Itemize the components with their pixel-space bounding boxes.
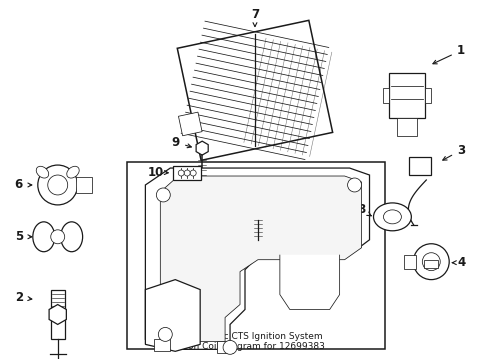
Bar (388, 73, 425, 118)
Text: 2017 Cadillac CTS Ignition System
Ignition Coil Diagram for 12699383: 2017 Cadillac CTS Ignition System Igniti… (164, 332, 324, 351)
Circle shape (190, 170, 196, 176)
Text: 2: 2 (15, 291, 23, 304)
Ellipse shape (383, 210, 401, 224)
Circle shape (156, 188, 170, 202)
Ellipse shape (36, 166, 49, 178)
Text: 4: 4 (456, 256, 465, 269)
Bar (154, 339, 170, 351)
Circle shape (347, 178, 361, 192)
Polygon shape (178, 112, 202, 136)
Text: 1: 1 (456, 44, 464, 57)
Polygon shape (279, 255, 339, 310)
Bar (76, 177, 91, 193)
Bar (127, 162, 385, 349)
Circle shape (223, 340, 237, 354)
Bar (397, 118, 416, 136)
Bar (173, 166, 201, 180)
Bar (425, 88, 430, 103)
Text: 8: 8 (357, 203, 365, 216)
Text: 5: 5 (15, 230, 23, 243)
Text: 10: 10 (147, 166, 163, 179)
Bar (51, 289, 64, 339)
Circle shape (51, 230, 64, 244)
Text: 9: 9 (171, 136, 179, 149)
Polygon shape (196, 141, 208, 155)
Polygon shape (145, 280, 200, 351)
Bar (408, 157, 430, 175)
Circle shape (178, 170, 184, 176)
Polygon shape (145, 168, 369, 349)
Circle shape (422, 253, 439, 271)
Circle shape (48, 175, 67, 195)
Polygon shape (177, 21, 332, 160)
Circle shape (412, 244, 448, 280)
Polygon shape (49, 305, 66, 324)
Circle shape (158, 328, 172, 341)
Polygon shape (160, 176, 361, 341)
Bar (424, 260, 437, 268)
Circle shape (184, 170, 190, 176)
Text: 3: 3 (456, 144, 464, 157)
Bar (217, 341, 233, 353)
Bar (404, 255, 415, 269)
Ellipse shape (373, 203, 410, 231)
Text: 7: 7 (250, 8, 259, 21)
Bar (383, 88, 388, 103)
Ellipse shape (33, 222, 55, 252)
Ellipse shape (67, 166, 79, 178)
Ellipse shape (61, 222, 82, 252)
Circle shape (38, 165, 78, 205)
Text: 6: 6 (15, 179, 23, 192)
